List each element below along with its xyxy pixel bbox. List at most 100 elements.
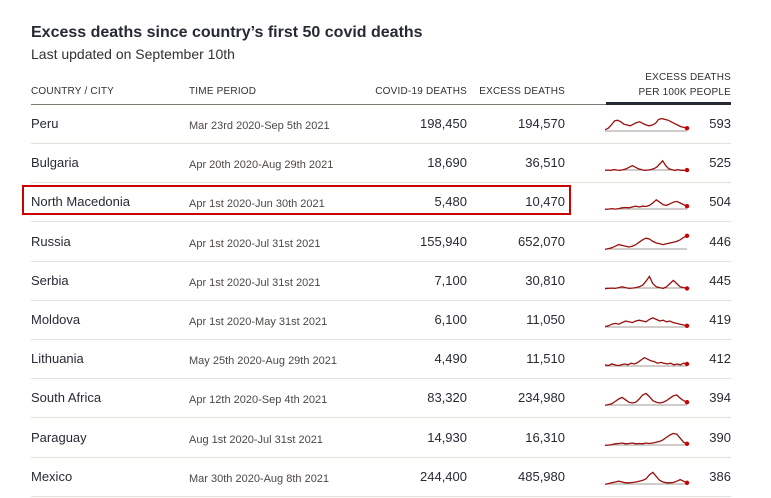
excess-per-100k-value: 593 (709, 116, 731, 131)
sparkline-endpoint (684, 285, 690, 291)
country-name: Lithuania (31, 351, 84, 367)
sparkline (605, 274, 690, 291)
excess-per-100k-value: 446 (709, 233, 731, 249)
excess-deaths-value: 16,310 (525, 429, 565, 445)
country-name: Paraguay (31, 429, 87, 445)
sparkline-endpoint (684, 480, 690, 485)
table-row: Serbia Apr 1st 2020-Jul 31st 2021 7,100 30,… (31, 262, 731, 301)
sparkline-series (605, 234, 688, 250)
sparkline (605, 393, 690, 407)
covid-deaths-value: 155,940 (420, 233, 467, 249)
excess-deaths-value: 36,510 (525, 155, 565, 171)
sparkline-series (605, 274, 688, 290)
header-time-period: TIME PERIOD (189, 86, 257, 97)
time-period: Mar 30th 2020-Aug 8th 2021 (189, 472, 330, 485)
time-period: May 25th 2020-Aug 29th 2021 (189, 355, 338, 368)
excess-per-100k-value: 504 (709, 194, 731, 210)
sparkline-series (605, 317, 688, 328)
sparkline-endpoint (684, 204, 690, 209)
table-row: South Africa Apr 12th 2020-Sep 4th 2021 83… (31, 379, 731, 419)
row-divider (31, 456, 731, 458)
row-divider (31, 378, 731, 380)
sparkline-endpoint (684, 400, 690, 405)
sparkline-endpoint (684, 126, 690, 131)
sparkline-series (605, 471, 688, 485)
time-period: Apr 20th 2020-Aug 29th 2021 (189, 159, 334, 172)
covid-deaths-value: 6,100 (434, 312, 467, 327)
excess-per-100k-value: 390 (709, 429, 731, 445)
sparkline-endpoint (684, 361, 690, 367)
table-row: North Macedonia Apr 1st 2020-Jun 30th 202… (31, 183, 731, 223)
excess-per-100k-value: 525 (709, 155, 731, 171)
covid-deaths-value: 7,100 (434, 272, 467, 288)
header-excess-deaths: EXCESS DEATHS (479, 86, 565, 97)
header-sort-indicator (606, 102, 731, 105)
row-divider (31, 260, 731, 262)
sparkline-endpoint (684, 323, 690, 328)
country-name: Moldova (31, 312, 81, 327)
sparkline-series (605, 117, 688, 131)
header-covid-deaths: COVID-19 DEATHS (375, 86, 467, 97)
sparkline-endpoint (684, 233, 690, 238)
time-period: Apr 1st 2020-May 31st 2021 (189, 316, 328, 328)
excess-per-100k-value: 419 (709, 312, 731, 327)
excess-deaths-value: 10,470 (525, 194, 565, 210)
highlight-box (22, 185, 571, 215)
country-name: Russia (31, 233, 71, 249)
country-name: Bulgaria (31, 155, 79, 171)
row-divider (31, 143, 731, 144)
row-divider (31, 495, 731, 497)
sparkline (605, 199, 690, 211)
country-name: Mexico (31, 468, 73, 484)
excess-deaths-value: 11,510 (526, 351, 565, 367)
sparkline (605, 159, 690, 173)
header-excess-per-100k: EXCESS DEATHS PER 100K PEOPLE (639, 70, 732, 100)
covid-deaths-value: 244,400 (420, 468, 467, 484)
sparkline-series (605, 199, 688, 211)
time-period: Mar 23rd 2020-Sep 5th 2021 (189, 120, 330, 132)
covid-deaths-value: 14,930 (427, 429, 467, 445)
excess-deaths-value: 11,050 (526, 312, 565, 327)
chart-title: Excess deaths since country’s first 50 c… (31, 24, 423, 41)
table-row: Paraguay Aug 1st 2020-Jul 31st 2021 14,930… (31, 419, 731, 458)
time-period: Apr 12th 2020-Sep 4th 2021 (189, 394, 328, 407)
excess-deaths-value: 485,980 (518, 468, 565, 484)
sparkline-series (605, 357, 688, 367)
table-row: Peru Mar 23rd 2020-Sep 5th 2021 198,450 194… (31, 105, 731, 144)
sparkline (605, 117, 690, 132)
row-divider (31, 417, 731, 419)
excess-deaths-value: 652,070 (518, 233, 565, 249)
sparkline-series (605, 432, 688, 446)
row-divider (31, 299, 731, 301)
time-period: Apr 1st 2020-Jul 31st 2021 (189, 237, 321, 250)
header-excess-per-100k-line1: EXCESS DEATHS (645, 72, 731, 83)
country-name: Serbia (31, 272, 69, 288)
table-row: Moldova Apr 1st 2020-May 31st 2021 6,100 11… (31, 301, 731, 340)
time-period: Apr 1st 2020-Jun 30th 2021 (189, 198, 325, 211)
sparkline (605, 432, 690, 446)
covid-deaths-value: 4,490 (434, 351, 467, 367)
excess-deaths-value: 30,810 (525, 272, 565, 288)
sparkline-series (605, 393, 688, 407)
sparkline (605, 471, 690, 485)
excess-deaths-value: 194,570 (518, 116, 565, 131)
country-name: South Africa (31, 390, 102, 406)
sparkline-endpoint (684, 441, 690, 446)
header-country: COUNTRY / CITY (31, 86, 114, 97)
country-name: Peru (31, 116, 59, 131)
sparkline (605, 317, 690, 328)
sparkline (605, 233, 690, 250)
row-divider (31, 339, 731, 340)
time-period: Apr 1st 2020-Jul 31st 2021 (189, 276, 321, 289)
table-row: Mexico Mar 30th 2020-Aug 8th 2021 244,400 4… (31, 458, 731, 497)
covid-deaths-value: 18,690 (427, 155, 467, 171)
excess-per-100k-value: 445 (709, 272, 731, 288)
row-divider (31, 182, 731, 184)
chart-subtitle: Last updated on September 10th (31, 46, 235, 62)
time-period: Aug 1st 2020-Jul 31st 2021 (189, 433, 323, 446)
covid-deaths-value: 198,450 (420, 116, 467, 131)
sparkline-endpoint (684, 168, 690, 173)
covid-deaths-value: 83,320 (427, 390, 467, 406)
excess-per-100k-value: 394 (709, 390, 731, 406)
table-row: Bulgaria Apr 20th 2020-Aug 29th 2021 18,69… (31, 144, 731, 184)
